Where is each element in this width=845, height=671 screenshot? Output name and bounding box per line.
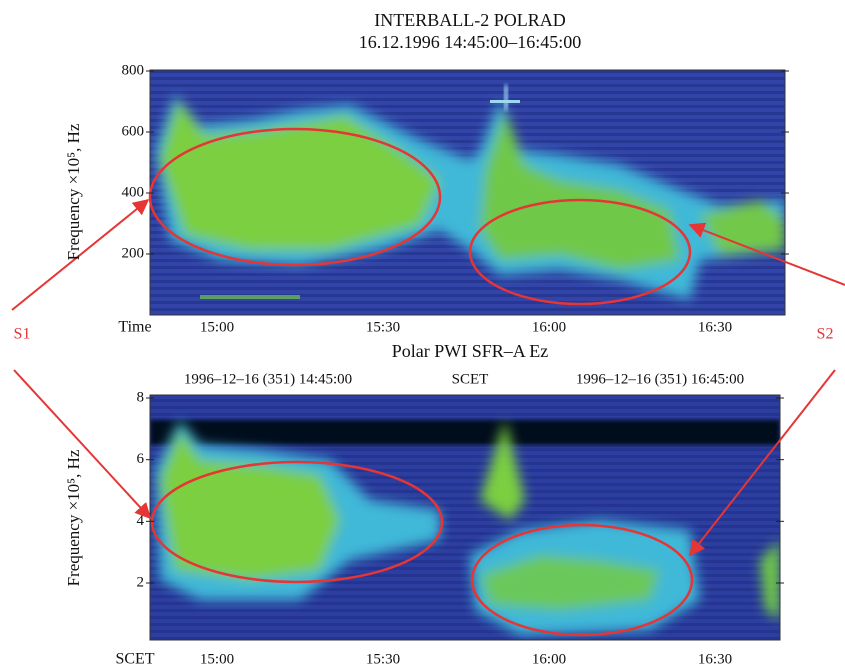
- panel-header: 1996–12–16 (351) 16:45:00: [576, 371, 744, 387]
- panel-header: SCET: [452, 371, 489, 387]
- x-tick-label: 16:30: [698, 651, 732, 667]
- arrows: [11, 198, 845, 557]
- spectrogram-2: [150, 395, 780, 640]
- y-tick-label: 200: [122, 245, 145, 261]
- spectrogram-1: [150, 70, 785, 315]
- annotation: S1: [14, 326, 31, 343]
- x-tick-label: 15:00: [200, 319, 234, 335]
- panel-title: Polar PWI SFR–A Ez: [392, 341, 549, 361]
- x-tick-label: 15:30: [366, 651, 400, 667]
- y-tick-label: 6: [137, 451, 145, 467]
- y-tick-label: 800: [122, 62, 145, 78]
- x-axis-label: SCET: [115, 651, 154, 668]
- y-tick-label: 8: [137, 389, 145, 405]
- panel-title: INTERBALL-2 POLRAD: [374, 10, 566, 30]
- panel-header: 1996–12–16 (351) 14:45:00: [184, 371, 352, 387]
- annotation: S2: [817, 326, 834, 343]
- y-tick-label: 400: [122, 184, 145, 200]
- y-tick-label: 2: [137, 574, 145, 590]
- panel-title: 16.12.1996 14:45:00–16:45:00: [359, 32, 582, 52]
- y-tick-label: 4: [137, 513, 145, 529]
- x-axis-label: Time: [118, 319, 151, 336]
- x-tick-label: 16:00: [532, 319, 566, 335]
- highlight-ellipses: [148, 127, 694, 637]
- y-tick-label: 600: [122, 123, 145, 139]
- x-tick-label: 16:30: [698, 319, 732, 335]
- x-tick-label: 15:30: [366, 319, 400, 335]
- x-tick-label: 15:00: [200, 651, 234, 667]
- y-axis-label: Frequency ×10⁵, Hz: [64, 449, 83, 586]
- x-tick-label: 16:00: [532, 651, 566, 667]
- y-axis-label: Frequency ×10⁵, Hz: [64, 123, 83, 260]
